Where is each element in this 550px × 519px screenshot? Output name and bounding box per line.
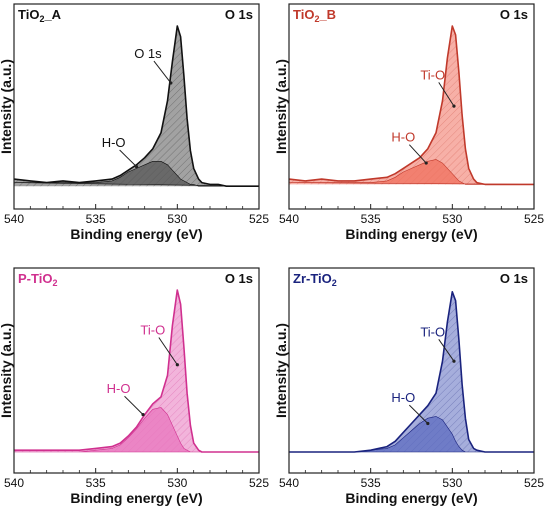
annotation-arrow-head xyxy=(424,161,428,165)
peak-annotation: H-O xyxy=(102,135,126,150)
xps-panel-4: 540 535 530 525 Binding energy (eV) Intensity… xyxy=(273,267,544,506)
x-tick-label: 540 xyxy=(4,212,24,226)
y-axis-title: Intensity (a.u.) xyxy=(0,323,14,418)
spectrum-line xyxy=(288,25,534,186)
ti-o-component-hatch xyxy=(289,291,534,452)
h-o-component-area xyxy=(14,407,259,453)
xps-panel-3: 540 535 530 525 Binding energy (eV) Intensity… xyxy=(0,267,269,506)
xps-panel-1: 540 535 530 525 Binding energy (eV) Intensity… xyxy=(0,3,269,242)
x-tick-label: 540 xyxy=(4,476,24,490)
annotation-arrow xyxy=(438,82,455,107)
annotation-arrow-head xyxy=(175,363,179,367)
y-axis-title: Intensity (a.u.) xyxy=(0,59,14,154)
panel-title: TiO2_A xyxy=(18,7,62,24)
annotation-arrow xyxy=(408,144,427,164)
x-tick-label: 525 xyxy=(249,476,269,490)
x-tick-label: 530 xyxy=(442,212,462,226)
corner-label: O 1s xyxy=(500,271,528,286)
x-tick-label: 525 xyxy=(249,212,269,226)
plot-frame xyxy=(13,3,260,210)
annotation-arrow xyxy=(153,60,172,84)
corner-label: O 1s xyxy=(500,7,528,22)
annotation-arrow-head xyxy=(452,104,456,108)
y-axis-title: Intensity (a.u.) xyxy=(273,323,289,418)
panel-title: Zr-TiO2 xyxy=(293,271,337,288)
x-tick-label: 530 xyxy=(167,476,187,490)
x-tick-label: 530 xyxy=(167,212,187,226)
peak-annotation: Ti-O xyxy=(420,67,445,82)
corner-label: O 1s xyxy=(225,271,253,286)
x-tick-label: 535 xyxy=(361,476,381,490)
x-tick-label: 525 xyxy=(524,476,544,490)
annotation-arrow xyxy=(158,337,178,366)
x-axis-title: Binding energy (eV) xyxy=(345,490,477,506)
xps-panel-2: 540 535 530 525 Binding energy (eV) Intensity… xyxy=(273,3,544,242)
annotation-arrow xyxy=(124,395,144,415)
x-tick-label: 525 xyxy=(524,212,544,226)
peak-annotation: Ti-O xyxy=(140,323,165,338)
peak-annotation: H-O xyxy=(391,390,415,405)
x-tick-label: 540 xyxy=(279,212,299,226)
h-o-component-area xyxy=(13,161,260,187)
h-o-component-area xyxy=(289,416,534,453)
peak-annotation: H-O xyxy=(107,381,131,396)
panel-title: TiO2_B xyxy=(293,7,336,24)
annotation-arrow-head xyxy=(134,165,139,169)
x-tick-label: 535 xyxy=(86,476,106,490)
peak-annotation: O 1s xyxy=(134,46,162,61)
x-tick-label: 535 xyxy=(86,212,106,226)
annotation-arrow-head xyxy=(426,421,430,426)
y-axis-title: Intensity (a.u.) xyxy=(273,59,289,154)
annotation-arrow xyxy=(408,404,429,424)
x-axis-title: Binding energy (eV) xyxy=(70,226,202,242)
spectrum-line xyxy=(14,289,259,453)
peak-annotation: Ti-O xyxy=(420,324,445,339)
annotation-arrow xyxy=(438,338,455,362)
peak-annotation: H-O xyxy=(391,130,415,145)
spectrum-line xyxy=(289,291,534,453)
plot-frame xyxy=(288,267,535,474)
panel-title: P-TiO2 xyxy=(18,271,57,288)
ti-o-component-hatch xyxy=(289,26,534,185)
x-tick-label: 535 xyxy=(361,212,381,226)
x-axis-title: Binding energy (eV) xyxy=(70,490,202,506)
x-axis-title: Binding energy (eV) xyxy=(345,226,477,242)
plot-frame xyxy=(13,267,260,474)
plot-frame xyxy=(288,3,535,210)
x-tick-label: 530 xyxy=(442,476,462,490)
x-tick-label: 540 xyxy=(279,476,299,490)
annotation-arrow-head xyxy=(452,359,456,363)
annotation-arrow xyxy=(119,149,137,167)
ti-o-component-area xyxy=(289,26,534,185)
annotation-arrow-head xyxy=(169,81,173,85)
corner-label: O 1s xyxy=(225,7,253,22)
annotation-arrow-head xyxy=(141,413,145,417)
